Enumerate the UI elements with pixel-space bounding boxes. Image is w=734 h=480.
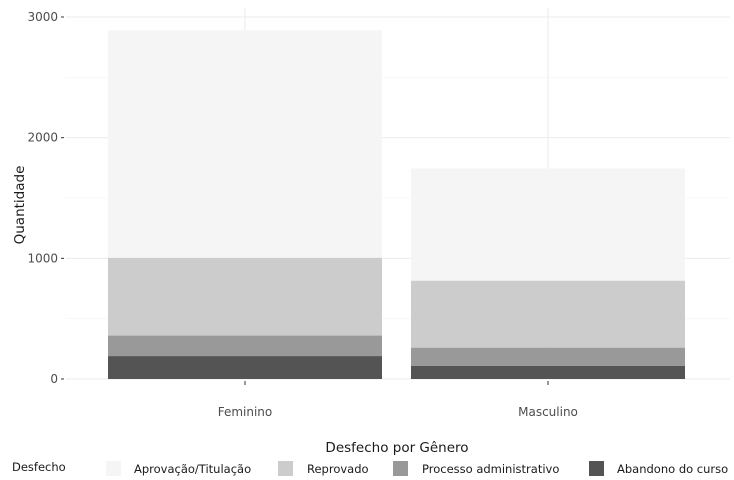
legend-label: Abandono do curso [617,462,728,476]
y-axis-title: Quantidade [12,166,28,245]
x-axis-title: Desfecho por Gênero [325,440,468,456]
bar-masculino-aprova-o-titula-o [411,168,685,281]
y-tick-label: 0 [50,372,58,386]
bar-feminino-processo-administrativo [108,335,382,357]
bar-feminino-abandono-do-curso [108,356,382,379]
y-tick-label: 3000 [27,10,58,24]
y-tick-label: 1000 [27,251,58,265]
x-tick-label: Masculino [518,405,578,419]
legend: Desfecho Aprovação/Titulação Reprovado Pro… [12,460,728,476]
x-tick-label: Feminino [218,405,273,419]
legend-title: Desfecho [12,460,66,474]
bar-feminino-reprovado [108,257,382,336]
legend-key-processo-administrativo [393,461,408,476]
bars [108,30,685,379]
legend-label: Reprovado [307,462,369,476]
legend-key-abandono-do-curso [589,461,604,476]
legend-label: Aprovação/Titulação [134,462,251,476]
bar-masculino-processo-administrativo [411,347,685,366]
bar-masculino-reprovado [411,280,685,348]
bar-masculino-abandono-do-curso [411,365,685,379]
y-tick-label: 2000 [27,131,58,145]
legend-label: Processo administrativo [422,462,559,476]
axes: 0 1000 2000 3000 Feminino Masculino [27,10,577,419]
legend-key-aprova-o-titula-o [106,461,121,476]
legend-key-reprovado [278,461,293,476]
bar-feminino-aprova-o-titula-o [108,30,382,258]
